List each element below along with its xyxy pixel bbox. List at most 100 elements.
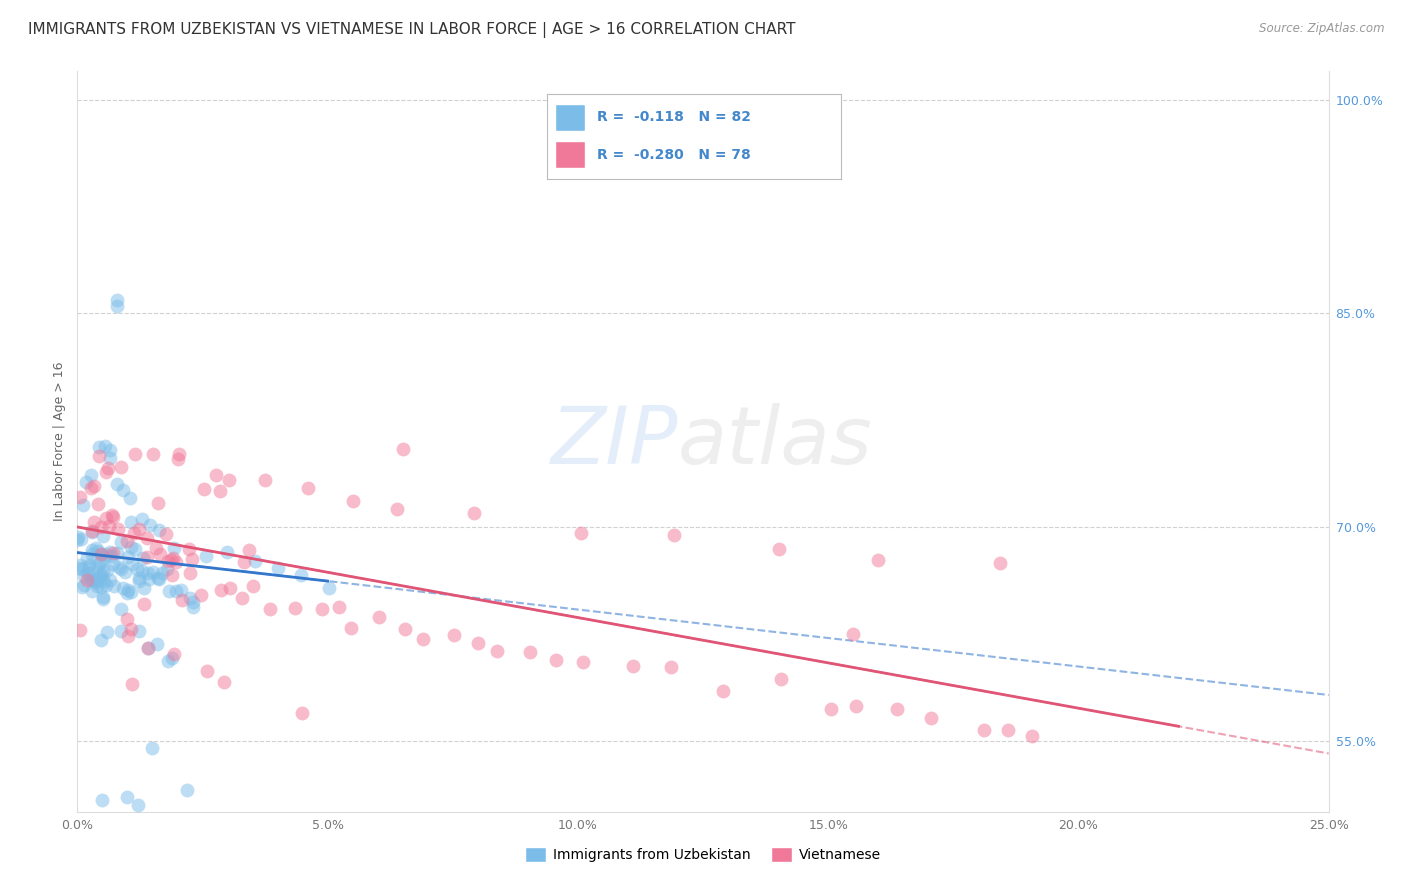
Point [121, 677, 143, 691]
Point [80, 573, 103, 587]
Point [193, 482, 215, 496]
Point [98, 573, 121, 587]
Point [121, 557, 143, 571]
Point [117, 629, 139, 643]
Point [967, 855, 990, 870]
Point [90, 547, 112, 561]
Point [100, 549, 122, 563]
Point [136, 640, 159, 655]
Text: IMMIGRANTS FROM UZBEKISTAN VS VIETNAMESE IN LABOR FORCE | AGE > 16 CORRELATION C: IMMIGRANTS FROM UZBEKISTAN VS VIETNAMESE… [28, 22, 796, 38]
Point [194, 549, 217, 563]
Point [86, 574, 108, 589]
Point [94, 439, 117, 453]
Point [138, 640, 160, 655]
Point [254, 473, 277, 487]
Point [83, 479, 105, 493]
Point [544, 653, 567, 667]
Point [973, 723, 995, 737]
Point [72, 498, 94, 512]
Point [127, 562, 149, 576]
Point [467, 635, 489, 649]
Point [80, 584, 103, 599]
Point [128, 624, 150, 638]
Point [84, 573, 107, 587]
Point [87, 544, 110, 558]
Point [83, 515, 105, 529]
Point [103, 579, 125, 593]
Point [342, 494, 364, 508]
Point [120, 585, 142, 599]
Point [117, 586, 139, 600]
Point [70, 532, 93, 546]
Point [157, 554, 180, 568]
Point [267, 561, 290, 575]
Point [820, 702, 842, 716]
Point [148, 572, 170, 586]
Point [124, 446, 146, 460]
Point [120, 515, 142, 529]
Point [165, 584, 187, 599]
Point [1021, 729, 1043, 743]
Point [163, 541, 186, 556]
Point [111, 581, 134, 595]
Point [132, 597, 155, 611]
Point [107, 522, 129, 536]
Point [105, 477, 128, 491]
Point [69, 490, 91, 504]
Point [118, 491, 141, 505]
Point [205, 467, 228, 482]
Point [217, 545, 239, 559]
Text: atlas: atlas [678, 402, 873, 481]
Text: Source: ZipAtlas.com: Source: ZipAtlas.com [1260, 22, 1385, 36]
Point [131, 564, 153, 578]
Point [291, 706, 314, 720]
Point [868, 552, 890, 566]
Point [769, 672, 792, 686]
Point [886, 702, 908, 716]
Point [89, 449, 111, 463]
Point [181, 552, 204, 566]
Point [138, 518, 160, 533]
Point [290, 567, 312, 582]
Point [112, 483, 135, 497]
Point [160, 568, 183, 582]
Point [145, 541, 167, 556]
Point [190, 588, 212, 602]
Point [84, 541, 107, 555]
Point [96, 465, 118, 479]
Point [159, 553, 181, 567]
Point [84, 560, 107, 574]
Point [90, 519, 112, 533]
Point [105, 546, 128, 560]
Point [135, 531, 157, 545]
Point [920, 710, 942, 724]
Point [66, 530, 89, 544]
Point [96, 563, 118, 577]
Point [284, 600, 307, 615]
Point [259, 602, 281, 616]
Point [94, 578, 117, 592]
Point [90, 580, 112, 594]
Point [93, 574, 115, 589]
Point [997, 723, 1019, 738]
Point [91, 592, 114, 607]
Point [91, 793, 114, 807]
Point [659, 660, 682, 674]
Point [131, 512, 153, 526]
Point [97, 519, 120, 533]
Point [212, 674, 235, 689]
Point [128, 571, 150, 585]
Point [157, 584, 180, 599]
Point [569, 526, 592, 541]
Point [94, 511, 117, 525]
Point [91, 571, 114, 585]
Point [110, 459, 132, 474]
Point [98, 451, 121, 466]
Point [91, 590, 114, 604]
Point [105, 299, 128, 313]
Point [86, 573, 108, 587]
Point [621, 658, 644, 673]
Point [110, 562, 132, 576]
Point [101, 545, 124, 559]
Point [75, 475, 97, 489]
